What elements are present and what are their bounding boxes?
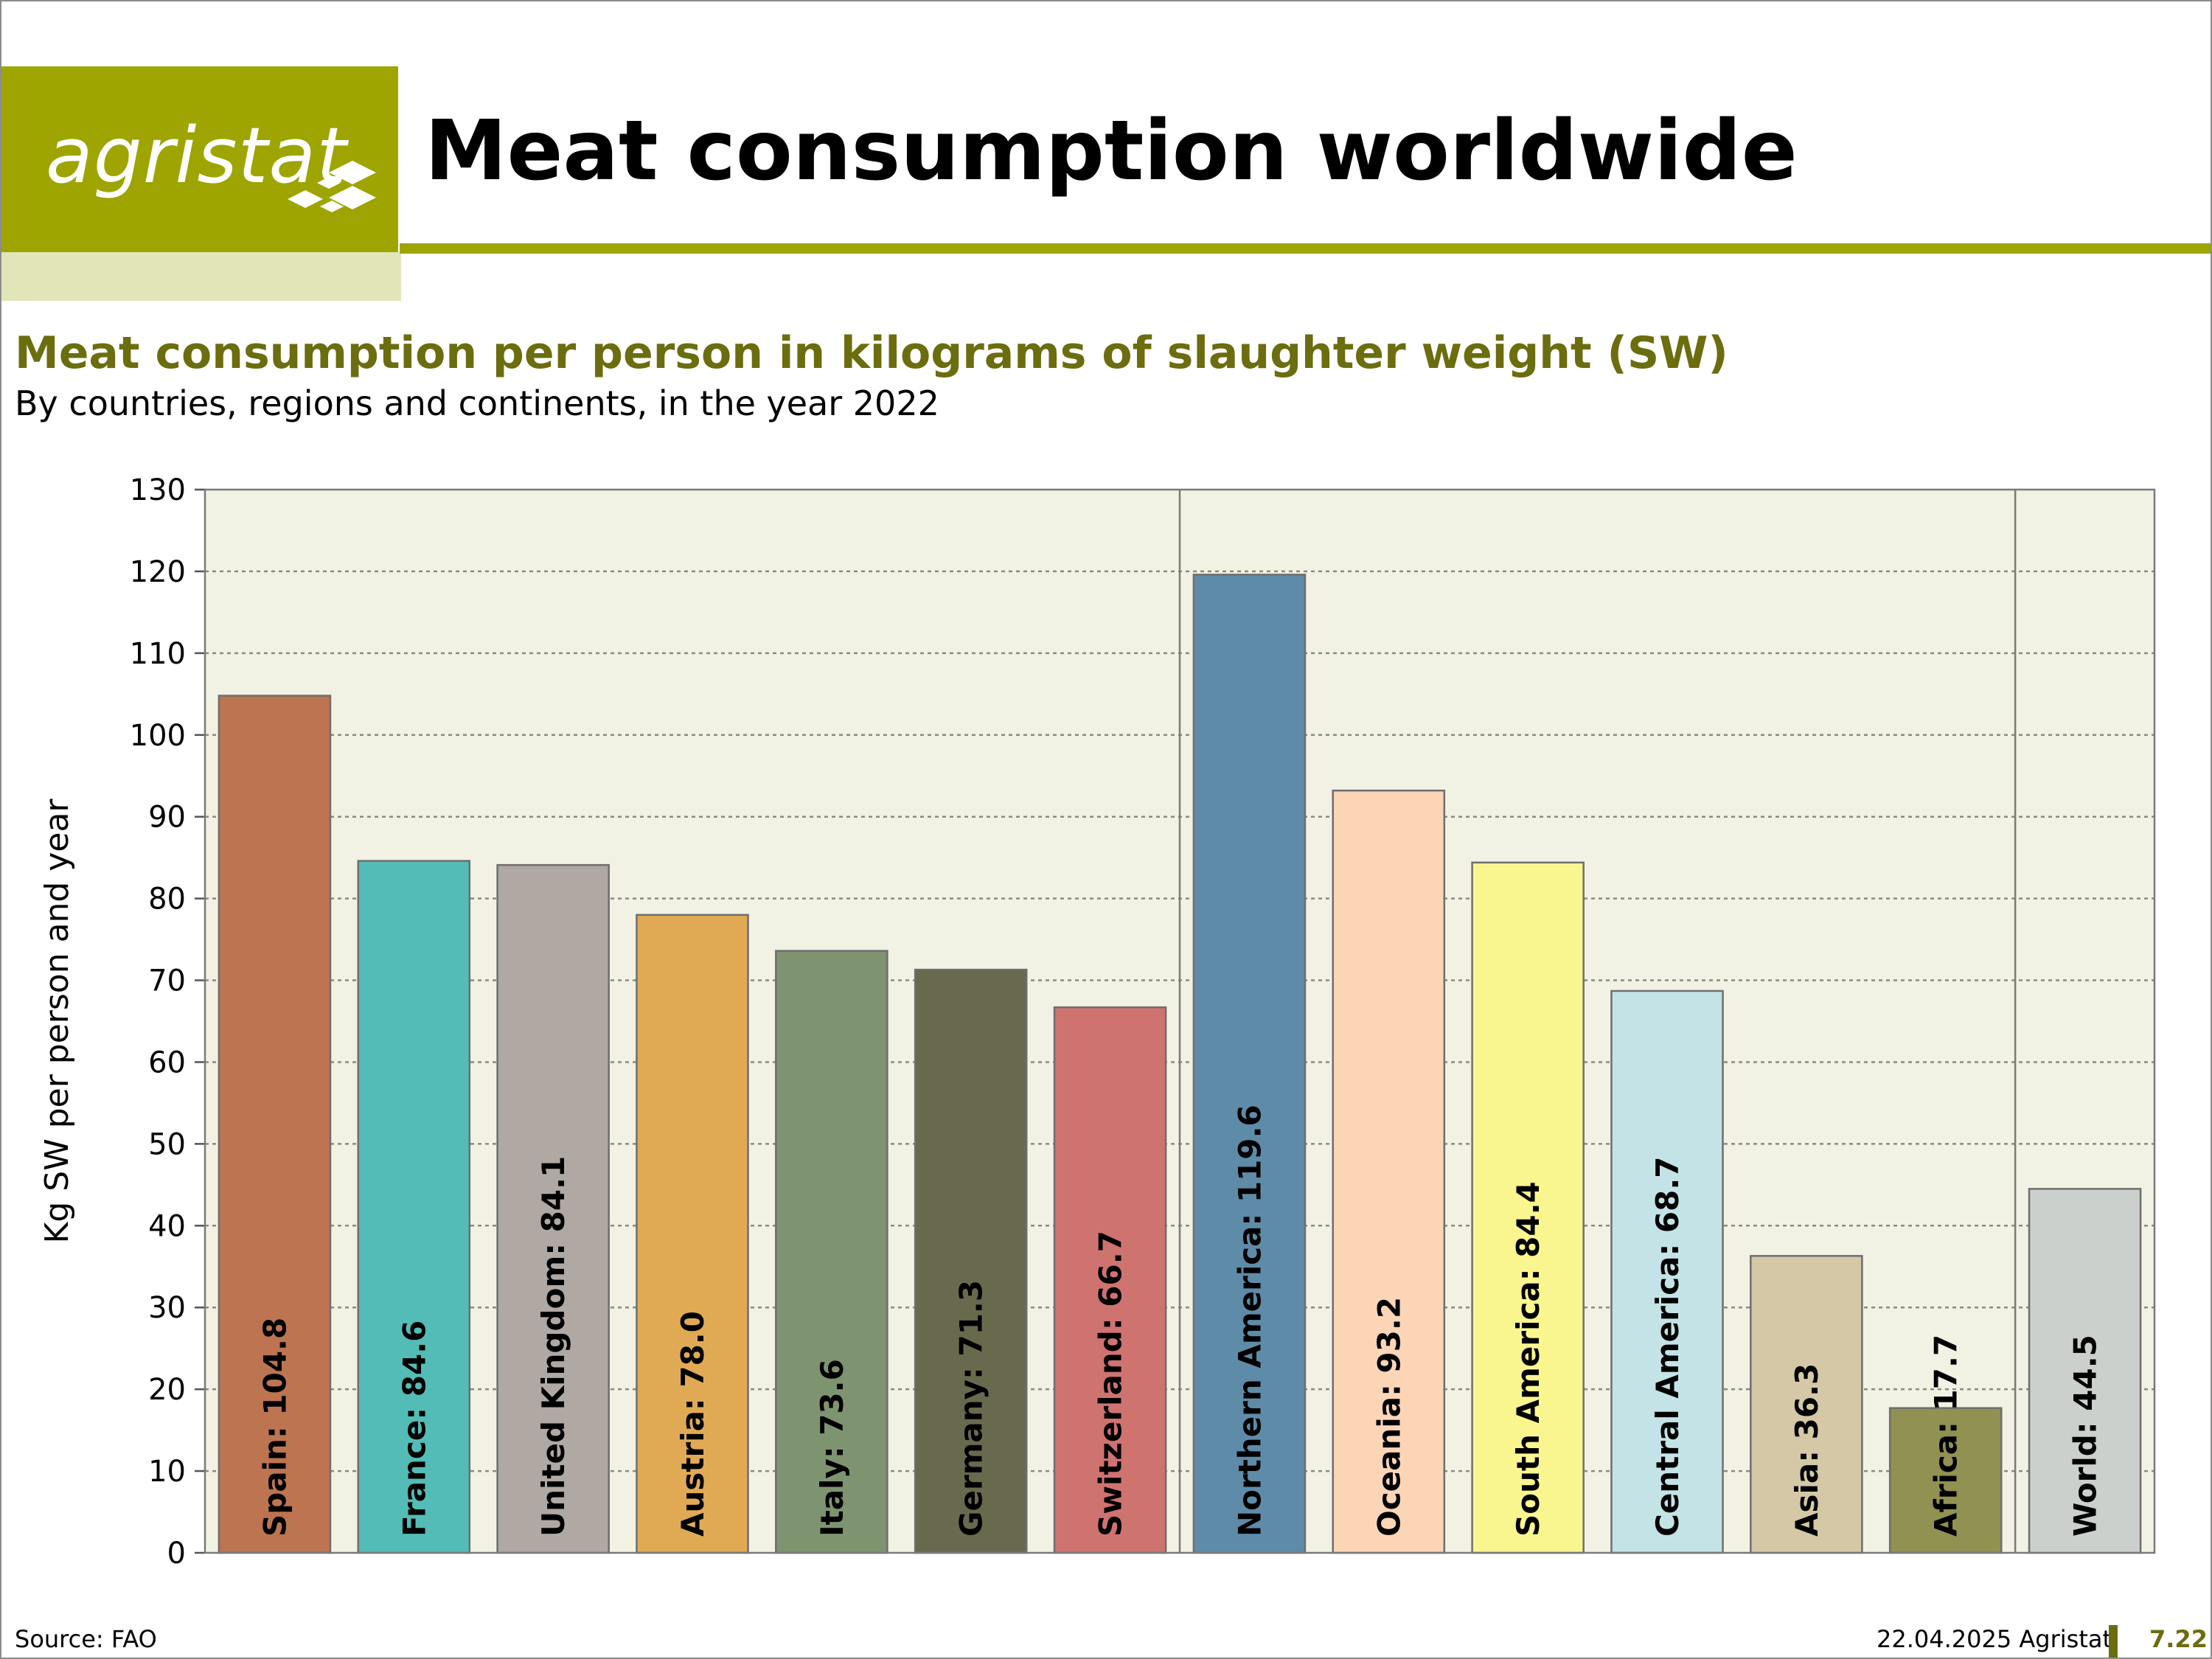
chart-subtitle-secondary: By countries, regions and continents, in… <box>15 383 939 423</box>
plot-border <box>204 488 2156 1554</box>
bar <box>1471 861 1585 1554</box>
bar <box>636 914 749 1554</box>
footer-divider <box>2109 1625 2118 1658</box>
y-tick-label: 80 <box>148 883 186 917</box>
bar-data-label: Italy: 73.6 <box>814 1359 850 1537</box>
y-tick-label: 10 <box>148 1455 186 1489</box>
bar-data-label: United Kingdom: 84.1 <box>535 1156 571 1537</box>
source-note: Source: FAO <box>15 1625 157 1653</box>
y-tick-label: 70 <box>148 964 186 998</box>
bar-data-label: South America: 84.4 <box>1510 1181 1546 1537</box>
bar <box>357 860 471 1554</box>
bar <box>1610 990 1724 1554</box>
y-tick-label: 50 <box>148 1127 186 1161</box>
bar-data-label: Austria: 78.0 <box>675 1311 711 1537</box>
y-tick-label: 0 <box>167 1537 186 1571</box>
y-tick-label: 110 <box>130 637 186 671</box>
logo-text: agristat <box>46 111 347 201</box>
bar <box>1888 1407 2003 1554</box>
bar <box>1332 789 1446 1554</box>
page-title: Meat consumption worldwide <box>425 103 1798 199</box>
y-axis-label: Kg SW per person and year <box>38 799 76 1244</box>
y-tick-label: 60 <box>148 1046 186 1079</box>
page-number: 7.22 <box>2149 1625 2208 1653</box>
bar-data-label: Central America: 68.7 <box>1649 1156 1686 1537</box>
bar-data-label: Spain: 104.8 <box>257 1318 293 1537</box>
logo-accent-block <box>1 252 401 301</box>
bar-data-label: Germany: 71.3 <box>953 1280 990 1537</box>
bar <box>775 950 888 1554</box>
bar-data-label: Africa: 17.7 <box>1928 1335 1964 1537</box>
y-tick-label: 120 <box>130 555 186 589</box>
y-tick-label: 90 <box>148 801 186 835</box>
bar <box>2028 1188 2142 1554</box>
bar <box>496 863 610 1554</box>
bar-data-label: Oceania: 93.2 <box>1371 1297 1407 1537</box>
y-tick-label: 30 <box>148 1291 186 1325</box>
bar <box>1750 1255 1863 1554</box>
bar-data-label: Asia: 36.3 <box>1789 1363 1825 1537</box>
bar <box>1053 1006 1167 1554</box>
y-tick-label: 20 <box>148 1373 186 1407</box>
chart-subtitle: Meat consumption per person in kilograms… <box>15 327 1728 379</box>
y-tick-label: 130 <box>130 473 186 507</box>
logo-box <box>1 66 398 252</box>
bar-data-label: World: 44.5 <box>2067 1335 2104 1537</box>
footer-date: 22.04.2025 Agristat <box>1877 1625 2112 1653</box>
title-rule <box>400 243 2211 254</box>
bar-data-label: Northern America: 119.6 <box>1231 1105 1267 1537</box>
bar <box>1192 574 1307 1554</box>
logo-mark-icon <box>288 161 376 212</box>
bar <box>914 968 1028 1554</box>
bar-data-label: France: 84.6 <box>396 1321 432 1537</box>
bar <box>218 695 332 1554</box>
y-tick-label: 100 <box>130 719 186 753</box>
bar-data-label: Switzerland: 66.7 <box>1093 1231 1129 1537</box>
y-tick-label: 40 <box>148 1209 186 1243</box>
